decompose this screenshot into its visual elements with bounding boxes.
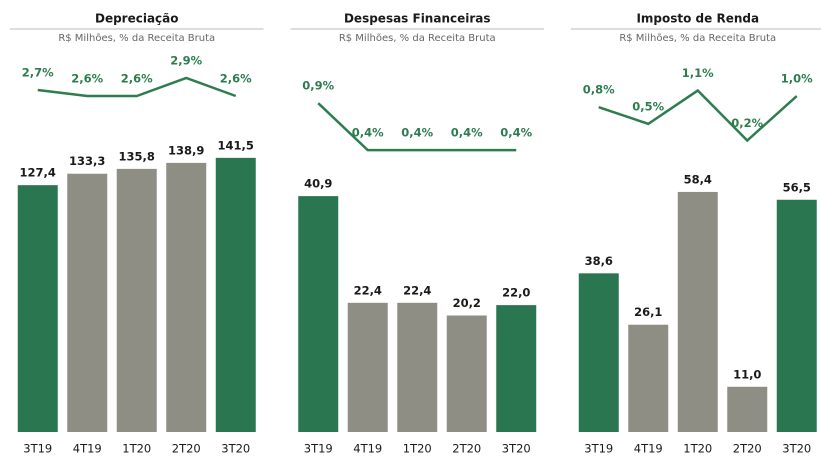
x-tick-label: 3T20 <box>782 442 811 456</box>
bar <box>116 168 157 432</box>
line-value-label: 0,4% <box>401 126 433 140</box>
bar-value-label: 138,9 <box>168 143 204 157</box>
x-tick-label: 2T20 <box>733 442 762 456</box>
bar <box>215 157 256 432</box>
chart-title: Depreciação <box>95 12 179 26</box>
line <box>317 102 517 152</box>
bar <box>347 302 388 432</box>
chart-subtitle: R$ Milhões, % da Receita Bruta <box>58 33 215 44</box>
bar-value-label: 40,9 <box>304 177 332 191</box>
bar-value-label: 133,3 <box>69 154 105 168</box>
x-tick-label: 1T20 <box>403 442 432 456</box>
bar <box>397 302 438 432</box>
bar-value-label: 22,4 <box>354 283 382 297</box>
bar-value-label: 58,4 <box>684 172 712 186</box>
line-value-label: 0,8% <box>583 83 615 97</box>
line-value-label: 2,7% <box>22 66 54 80</box>
bar <box>17 185 58 432</box>
x-tick-label: 4T19 <box>73 442 102 456</box>
bar <box>776 199 817 432</box>
x-tick-label: 4T19 <box>634 442 663 456</box>
bar-value-label: 26,1 <box>634 305 662 319</box>
bar <box>496 305 537 432</box>
line-value-label: 0,5% <box>632 99 664 113</box>
bar-value-label: 20,2 <box>453 296 481 310</box>
chart-subtitle: R$ Milhões, % da Receita Bruta <box>619 33 776 44</box>
bar-value-label: 135,8 <box>119 149 155 163</box>
line-value-label: 2,6% <box>71 72 103 86</box>
x-tick-label: 3T19 <box>23 442 52 456</box>
chart-subtitle: R$ Milhões, % da Receita Bruta <box>339 33 496 44</box>
bar-value-label: 141,5 <box>218 138 254 152</box>
bar <box>727 386 768 432</box>
x-tick-label: 1T20 <box>683 442 712 456</box>
chart-title: Imposto de Renda <box>636 12 759 26</box>
line <box>37 76 237 98</box>
bar <box>677 191 718 432</box>
bar <box>166 162 207 432</box>
line-value-label: 2,6% <box>121 72 153 86</box>
bar <box>628 324 669 432</box>
line-value-label: 0,4% <box>500 126 532 140</box>
line-value-label: 2,9% <box>170 54 202 68</box>
x-tick-label: 1T20 <box>122 442 151 456</box>
bar <box>298 196 339 432</box>
chart-title: Despesas Financeiras <box>344 12 491 26</box>
line-value-label: 1,1% <box>682 66 714 80</box>
line-value-label: 0,4% <box>451 126 483 140</box>
line-value-label: 0,2% <box>731 116 763 130</box>
line-value-label: 0,9% <box>302 79 334 93</box>
bar-value-label: 38,6 <box>585 254 613 268</box>
x-tick-label: 4T19 <box>353 442 382 456</box>
x-tick-label: 3T19 <box>584 442 613 456</box>
bar-value-label: 22,4 <box>403 283 431 297</box>
x-tick-label: 3T19 <box>304 442 333 456</box>
line-value-label: 0,4% <box>352 126 384 140</box>
line-value-label: 1,0% <box>781 72 813 86</box>
bar-value-label: 56,5 <box>783 180 811 194</box>
bar-value-label: 22,0 <box>502 286 530 300</box>
bar <box>67 173 108 432</box>
x-tick-label: 2T20 <box>172 442 201 456</box>
bar-value-label: 127,4 <box>20 166 56 180</box>
x-tick-label: 2T20 <box>452 442 481 456</box>
line-value-label: 2,6% <box>220 72 252 86</box>
line <box>598 88 798 143</box>
x-tick-label: 3T20 <box>221 442 250 456</box>
bar <box>446 315 487 432</box>
x-tick-label: 3T20 <box>502 442 531 456</box>
bar <box>578 273 619 432</box>
bar-value-label: 11,0 <box>733 367 761 381</box>
